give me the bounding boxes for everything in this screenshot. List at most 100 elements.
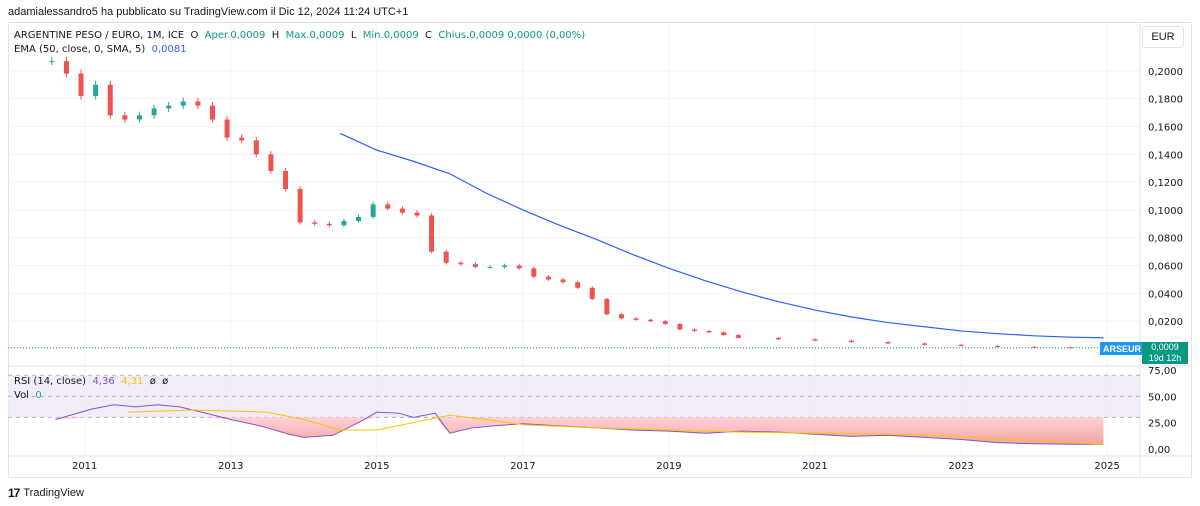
- candle-body: [472, 264, 478, 267]
- ema-label: EMA (50, close, 0, SMA, 5): [14, 44, 146, 55]
- candle-body: [735, 335, 741, 338]
- vol-value: 0: [35, 390, 42, 401]
- candle-body: [268, 154, 274, 171]
- candle-body: [995, 345, 1001, 347]
- candle-body: [312, 222, 318, 224]
- time-axis-label: 2011: [72, 461, 97, 472]
- price-axis-label: 0,2000: [1148, 67, 1183, 78]
- candle-body: [78, 73, 84, 96]
- rsi-oversold-fill: [55, 417, 1104, 445]
- candle-body: [63, 61, 69, 74]
- bar-countdown: 19d 12h: [1148, 353, 1182, 363]
- ema-line: [340, 132, 1104, 339]
- candle-body: [633, 318, 639, 320]
- candle-body: [575, 282, 581, 288]
- time-axis-label: 2017: [510, 461, 535, 472]
- rsi-value: 4,36: [92, 376, 115, 387]
- price-axis-label: 0,1400: [1148, 150, 1183, 161]
- candle-body: [239, 137, 245, 141]
- candle-body: [958, 344, 964, 346]
- candle-body: [195, 101, 201, 106]
- time-axis-label: 2025: [1094, 461, 1119, 472]
- symbol-legend: ARGENTINE PESO / EURO, 1M, ICE O Aper.0,…: [14, 30, 585, 41]
- candle-body: [356, 216, 362, 222]
- candle-body: [151, 108, 157, 116]
- chart-frame: [8, 22, 1192, 478]
- currency-button[interactable]: EUR: [1142, 26, 1184, 48]
- footer-brand[interactable]: 17 TradingView: [8, 486, 84, 500]
- candle-body: [922, 343, 928, 345]
- candle-body: [545, 276, 551, 280]
- candle-body: [443, 251, 449, 263]
- high-value: Max.0,0009: [285, 30, 345, 41]
- last-price-value: 0,0009: [1151, 342, 1179, 352]
- high-label: H: [271, 30, 280, 41]
- attribution-text: adamialessandro5 ha pubblicato su Tradin…: [8, 6, 409, 18]
- candle-body: [648, 319, 654, 322]
- vol-legend: Vol 0: [14, 390, 42, 401]
- candle-body: [849, 340, 855, 343]
- candle-body: [1068, 347, 1074, 349]
- candle-body: [93, 84, 99, 96]
- last-price-tag: 0,0009 19d 12h: [1142, 342, 1188, 364]
- candle-body: [487, 266, 493, 268]
- candle-body: [253, 140, 259, 155]
- candle-body: [122, 115, 128, 120]
- candle-body: [414, 212, 420, 216]
- candle-body: [224, 119, 230, 138]
- candle-body: [812, 339, 818, 341]
- candle-body: [589, 287, 595, 299]
- candle-body: [885, 342, 891, 344]
- rsi-ma-value: 4,31: [121, 376, 144, 387]
- candle-body: [283, 170, 289, 190]
- candle-body: [209, 105, 215, 120]
- open-label: O: [190, 30, 199, 41]
- price-axis-label: 0,0600: [1148, 262, 1183, 273]
- candle-body: [49, 61, 55, 63]
- rsi-axis-label: 25,00: [1148, 419, 1177, 430]
- candle-body: [107, 84, 113, 116]
- candle-body: [429, 215, 435, 252]
- price-axis-label: 0,0400: [1148, 289, 1183, 300]
- candle-body: [385, 204, 391, 209]
- rsi-extra-2: ø: [162, 376, 169, 387]
- low-label: L: [350, 30, 357, 41]
- candle-body: [370, 204, 376, 217]
- candle-body: [604, 298, 610, 315]
- time-axis-label: 2013: [218, 461, 243, 472]
- candle-body: [662, 321, 668, 324]
- candle-body: [180, 101, 186, 106]
- close-label: C: [425, 30, 433, 41]
- symbol-price-tag: ARSEUR: [1100, 342, 1145, 355]
- candle-body: [692, 329, 698, 331]
- open-value: Aper.0,0009: [204, 30, 266, 41]
- candle-body: [166, 105, 172, 109]
- price-axis-label: 0,1200: [1148, 178, 1183, 189]
- candle-body: [516, 265, 522, 269]
- candle-body: [560, 279, 566, 283]
- vol-label: Vol: [14, 390, 29, 401]
- rsi-label: RSI (14, close): [14, 376, 87, 387]
- time-axis-label: 2023: [948, 461, 973, 472]
- price-axis-label: 0,1800: [1148, 95, 1183, 106]
- candle-body: [136, 115, 142, 120]
- price-axis-label: 0,1000: [1148, 206, 1183, 217]
- candle-body: [399, 208, 405, 213]
- symbol-name: ARGENTINE PESO / EURO, 1M, ICE: [14, 30, 185, 41]
- candle-body: [618, 314, 624, 319]
- price-axis-label: 0,1600: [1148, 122, 1183, 133]
- candle-body: [1031, 346, 1037, 348]
- candle-body: [326, 223, 332, 226]
- candle-body: [502, 265, 508, 267]
- rsi-ma-line: [128, 409, 1104, 445]
- price-axis-label: 0,0800: [1148, 234, 1183, 245]
- rsi-axis-label: 0,00: [1148, 445, 1170, 456]
- candle-body: [721, 332, 727, 336]
- candle-body: [677, 323, 683, 330]
- time-axis-label: 2021: [802, 461, 827, 472]
- rsi-axis-label: 50,00: [1148, 392, 1177, 403]
- brand-name: TradingView: [23, 487, 84, 499]
- candle-body: [341, 221, 347, 226]
- time-axis-label: 2015: [364, 461, 389, 472]
